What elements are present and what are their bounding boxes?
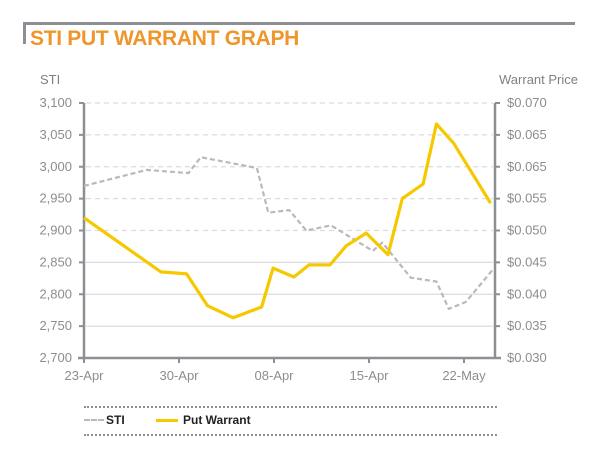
dashed-line-swatch-icon: [84, 419, 104, 421]
legend-item-put-warrant: Put Warrant: [156, 413, 251, 427]
right-tick-label: $0.070: [507, 95, 547, 110]
x-tick-label: 22-May: [442, 368, 486, 383]
left-tick-label: 2,700: [39, 350, 72, 365]
sti-line: [83, 156, 494, 310]
left-axis-ticks: 3,100 3,050 3,000 2,950 2,900 2,850 2,800 2,750…: [39, 95, 84, 365]
right-tick-label: $0.045: [507, 254, 547, 269]
x-tick-label: 15-Apr: [349, 368, 389, 383]
legend-label-put-warrant: Put Warrant: [183, 413, 251, 427]
right-tick-label: $0.035: [507, 318, 547, 333]
right-axis-title: Warrant Price: [499, 72, 578, 87]
legend-item-sti: STI: [84, 413, 125, 427]
left-tick-label: 2,750: [39, 318, 72, 333]
data-series: [83, 122, 494, 320]
x-tick-label: 23-Apr: [64, 368, 104, 383]
left-tick-label: 2,950: [39, 191, 72, 206]
legend: STI Put Warrant: [84, 406, 497, 436]
solid-line-swatch-icon: [156, 418, 178, 422]
x-tick-label: 30-Apr: [159, 368, 199, 383]
right-tick-label: $0.065: [507, 159, 547, 174]
right-tick-label: $0.050: [507, 223, 547, 238]
put-warrant-line: [83, 122, 492, 320]
right-axis-ticks: $0.070 $0.065 $0.065 $0.055 $0.050 $0.045 $0.0…: [495, 95, 547, 365]
left-tick-label: 2,800: [39, 286, 72, 301]
left-tick-label: 2,900: [39, 223, 72, 238]
right-tick-label: $0.040: [507, 286, 547, 301]
title-rule: [23, 22, 575, 25]
right-tick-label: $0.065: [507, 127, 547, 142]
legend-label-sti: STI: [106, 413, 125, 427]
left-tick-label: 3,000: [39, 159, 72, 174]
left-tick-label: 3,100: [39, 95, 72, 110]
x-axis-ticks: 23-Apr 30-Apr 08-Apr 15-Apr 22-May: [64, 358, 486, 383]
right-tick-label: $0.030: [507, 350, 547, 365]
left-axis-title: STI: [40, 72, 61, 87]
right-tick-label: $0.055: [507, 191, 547, 206]
left-tick-label: 3,050: [39, 127, 72, 142]
x-tick-label: 08-Apr: [254, 368, 294, 383]
grid-lines: [86, 102, 493, 327]
title-rule-left: [23, 22, 26, 44]
left-tick-label: 2,850: [39, 254, 72, 269]
chart-title: STI PUT WARRANT GRAPH: [30, 27, 300, 50]
